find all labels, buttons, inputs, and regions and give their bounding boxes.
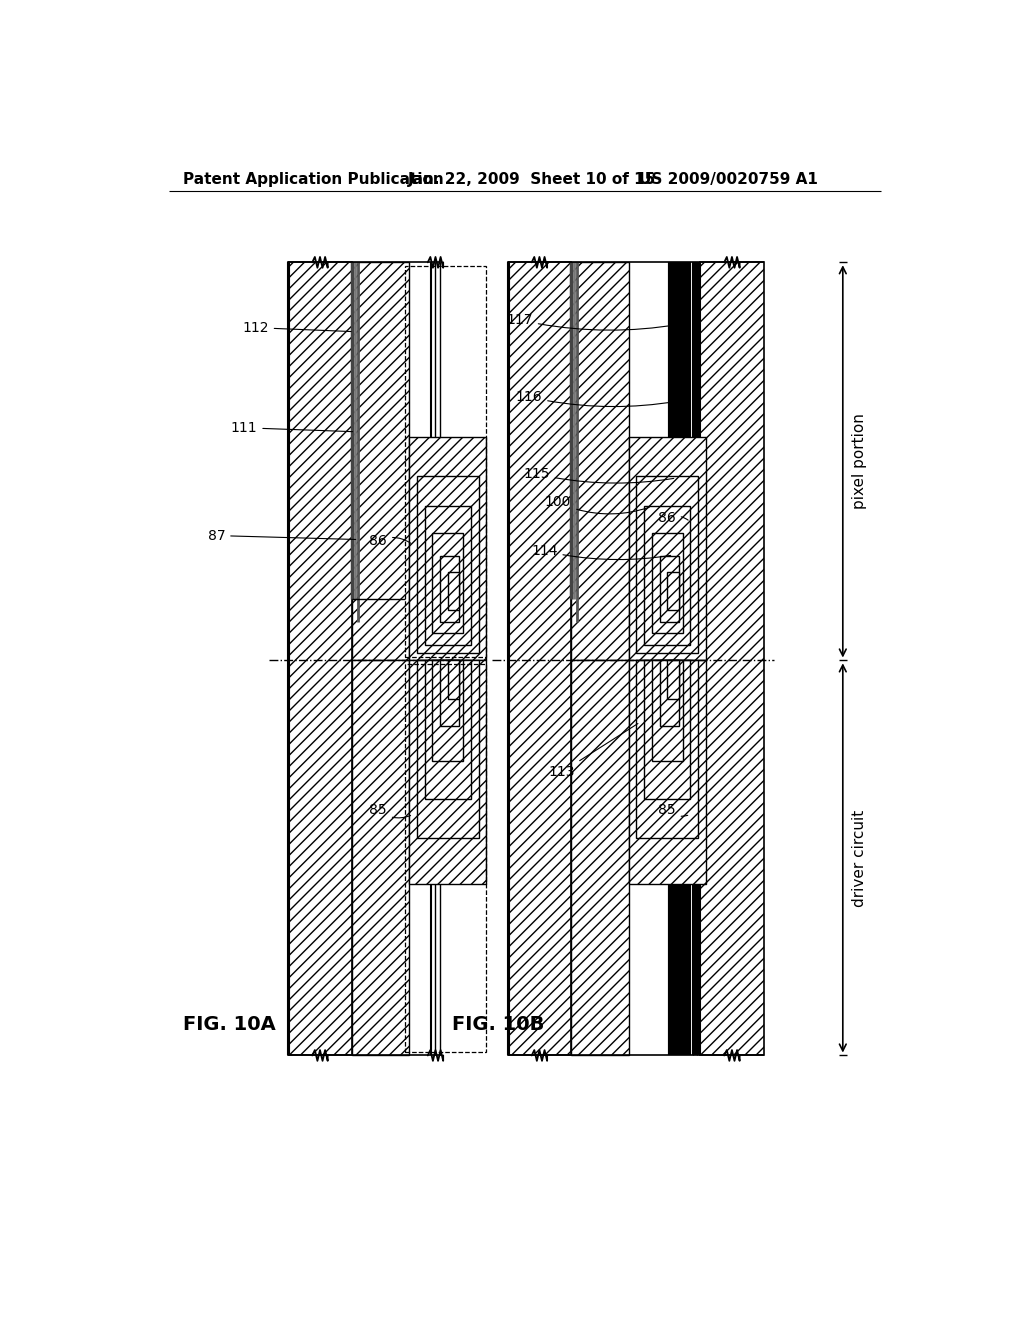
Text: 114: 114 <box>531 544 671 560</box>
Bar <box>637 660 698 838</box>
Bar <box>571 660 629 1056</box>
Bar <box>508 263 571 1056</box>
Bar <box>447 660 460 700</box>
Bar <box>432 660 463 760</box>
Text: FIG. 10B: FIG. 10B <box>453 1015 545 1034</box>
Bar <box>417 475 478 653</box>
Text: 86: 86 <box>658 511 688 525</box>
Bar <box>406 267 486 656</box>
Text: FIG. 10A: FIG. 10A <box>183 1015 275 1034</box>
Bar <box>440 557 460 622</box>
Bar <box>652 660 683 760</box>
Bar <box>629 660 706 884</box>
Text: 86: 86 <box>370 535 411 548</box>
Bar <box>410 437 486 660</box>
Text: 113: 113 <box>549 723 638 779</box>
Bar <box>652 533 683 634</box>
Bar <box>351 660 435 1056</box>
Bar <box>351 263 435 660</box>
Text: US 2009/0020759 A1: US 2009/0020759 A1 <box>639 172 817 186</box>
Text: driver circuit: driver circuit <box>852 809 867 907</box>
Text: 85: 85 <box>658 804 688 817</box>
Text: Jan. 22, 2009  Sheet 10 of 15: Jan. 22, 2009 Sheet 10 of 15 <box>408 172 656 186</box>
Bar <box>700 263 764 1056</box>
Text: 112: 112 <box>243 321 351 335</box>
Text: 111: 111 <box>230 421 352 434</box>
Bar <box>668 572 679 610</box>
Bar <box>351 660 410 1056</box>
Text: 87: 87 <box>208 528 355 543</box>
Bar <box>644 507 690 645</box>
Bar <box>425 507 471 645</box>
Bar <box>410 660 486 884</box>
Bar <box>432 533 463 634</box>
Text: 117: 117 <box>506 313 678 330</box>
Bar <box>289 263 351 1056</box>
Bar <box>571 263 629 660</box>
Bar <box>637 475 698 653</box>
Text: 116: 116 <box>515 389 676 407</box>
Bar <box>406 664 486 1052</box>
Text: 85: 85 <box>370 804 411 818</box>
Bar <box>351 263 410 660</box>
Bar <box>629 437 706 660</box>
Bar <box>659 557 679 622</box>
Text: pixel portion: pixel portion <box>852 413 867 510</box>
Text: 100: 100 <box>545 495 649 513</box>
Bar <box>668 660 679 700</box>
Text: Patent Application Publication: Patent Application Publication <box>183 172 443 186</box>
Bar <box>659 660 679 726</box>
Text: 115: 115 <box>523 467 674 483</box>
Bar <box>644 660 690 799</box>
Bar <box>447 572 460 610</box>
Bar <box>425 660 471 799</box>
Bar <box>440 660 460 726</box>
Bar <box>417 660 478 838</box>
